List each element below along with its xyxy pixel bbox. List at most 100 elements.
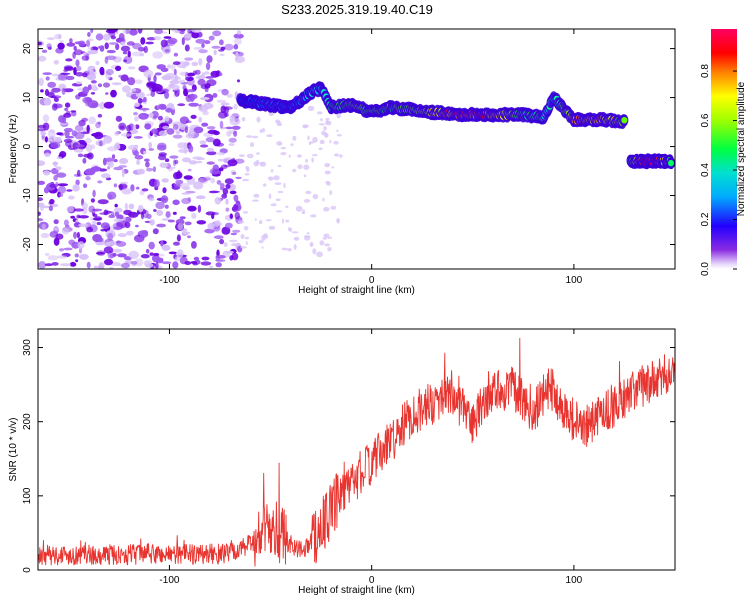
noise-blob bbox=[114, 203, 118, 208]
noise-blob bbox=[212, 30, 222, 37]
noise-blob bbox=[110, 35, 116, 40]
noise-blob bbox=[220, 164, 228, 169]
noise-blob bbox=[214, 220, 220, 228]
noise-blob bbox=[336, 129, 339, 133]
noise-blob bbox=[73, 149, 84, 153]
noise-blob bbox=[38, 55, 47, 62]
noise-blob bbox=[107, 146, 118, 152]
noise-blob bbox=[233, 194, 239, 202]
noise-blob bbox=[261, 128, 266, 133]
noise-blob bbox=[275, 119, 280, 124]
noise-blob bbox=[145, 263, 154, 268]
noise-blob bbox=[72, 184, 80, 192]
noise-blob bbox=[100, 228, 106, 232]
noise-blob bbox=[66, 189, 73, 192]
noise-blob bbox=[336, 113, 341, 119]
noise-blob bbox=[75, 144, 85, 148]
noise-blob bbox=[199, 96, 210, 101]
noise-blob bbox=[145, 41, 154, 45]
noise-blob bbox=[175, 179, 184, 185]
noise-blob bbox=[201, 43, 205, 48]
noise-blob bbox=[91, 84, 97, 88]
noise-blob bbox=[234, 211, 241, 220]
noise-blob bbox=[196, 160, 203, 164]
noise-blob bbox=[130, 184, 135, 192]
noise-blob bbox=[190, 261, 197, 264]
noise-blob bbox=[187, 235, 191, 239]
noise-blob bbox=[172, 61, 181, 66]
noise-blob bbox=[156, 223, 167, 228]
noise-blob bbox=[107, 166, 111, 170]
noise-blob bbox=[227, 159, 238, 167]
noise-blob bbox=[287, 227, 291, 231]
x-tick-label: 0 bbox=[369, 275, 375, 286]
noise-blob bbox=[53, 97, 59, 103]
noise-blob bbox=[85, 137, 92, 144]
noise-blob bbox=[236, 30, 242, 35]
noise-blob bbox=[150, 90, 156, 97]
noise-blob bbox=[113, 226, 122, 230]
noise-blob bbox=[224, 43, 234, 51]
colorbar-tick-label: 0.2 bbox=[700, 212, 711, 226]
noise-blob bbox=[172, 134, 183, 139]
noise-blob bbox=[86, 124, 90, 133]
noise-blob bbox=[179, 216, 186, 220]
noise-blob bbox=[182, 231, 191, 235]
noise-blob bbox=[75, 81, 82, 85]
noise-blob bbox=[138, 112, 149, 120]
noise-blob bbox=[155, 261, 159, 269]
noise-blob bbox=[285, 219, 290, 223]
noise-blob bbox=[141, 230, 149, 235]
noise-blob bbox=[126, 41, 135, 46]
noise-blob bbox=[164, 91, 170, 99]
noise-blob bbox=[212, 138, 221, 147]
noise-blob bbox=[256, 152, 260, 155]
noise-blob bbox=[218, 111, 228, 119]
noise-blob bbox=[181, 192, 191, 195]
noise-blob bbox=[216, 99, 227, 103]
noise-blob bbox=[121, 168, 125, 178]
noise-blob bbox=[42, 114, 50, 123]
noise-blob bbox=[40, 232, 50, 239]
noise-blob bbox=[224, 250, 234, 254]
noise-blob bbox=[191, 32, 200, 39]
noise-blob bbox=[164, 116, 170, 122]
noise-blob bbox=[41, 223, 46, 230]
noise-blob bbox=[223, 242, 228, 248]
noise-blob bbox=[97, 180, 103, 184]
noise-blob bbox=[189, 93, 195, 102]
noise-blob bbox=[88, 116, 96, 125]
noise-blob bbox=[153, 74, 157, 83]
noise-blob bbox=[40, 130, 46, 136]
noise-blob bbox=[74, 131, 85, 140]
noise-blob bbox=[330, 205, 337, 210]
noise-blob bbox=[164, 73, 175, 78]
noise-blob bbox=[104, 56, 109, 64]
noise-blob bbox=[212, 130, 220, 136]
noise-blob bbox=[92, 213, 98, 217]
noise-blob bbox=[177, 222, 184, 231]
noise-blob bbox=[100, 222, 110, 230]
noise-blob bbox=[161, 178, 169, 183]
noise-blob bbox=[225, 126, 234, 130]
noise-blob bbox=[218, 72, 223, 77]
noise-blob bbox=[56, 156, 63, 160]
ridge-point bbox=[621, 117, 628, 124]
y-axis-title: SNR (10 * v/v) bbox=[8, 418, 19, 482]
spectrogram-plot bbox=[38, 29, 675, 269]
noise-blob bbox=[127, 77, 136, 86]
noise-blob bbox=[122, 51, 128, 55]
noise-blob bbox=[88, 205, 95, 213]
noise-blob bbox=[164, 49, 170, 53]
noise-blob bbox=[86, 39, 91, 47]
noise-blob bbox=[38, 261, 47, 269]
noise-blob bbox=[44, 152, 51, 157]
noise-blob bbox=[105, 241, 111, 247]
noise-blob bbox=[121, 188, 132, 195]
noise-blob bbox=[120, 45, 131, 52]
x-tick-label: 100 bbox=[566, 575, 583, 586]
noise-blob bbox=[134, 144, 138, 148]
noise-blob bbox=[44, 136, 48, 143]
y-tick-label: 0 bbox=[22, 143, 33, 149]
noise-blob bbox=[209, 168, 220, 175]
